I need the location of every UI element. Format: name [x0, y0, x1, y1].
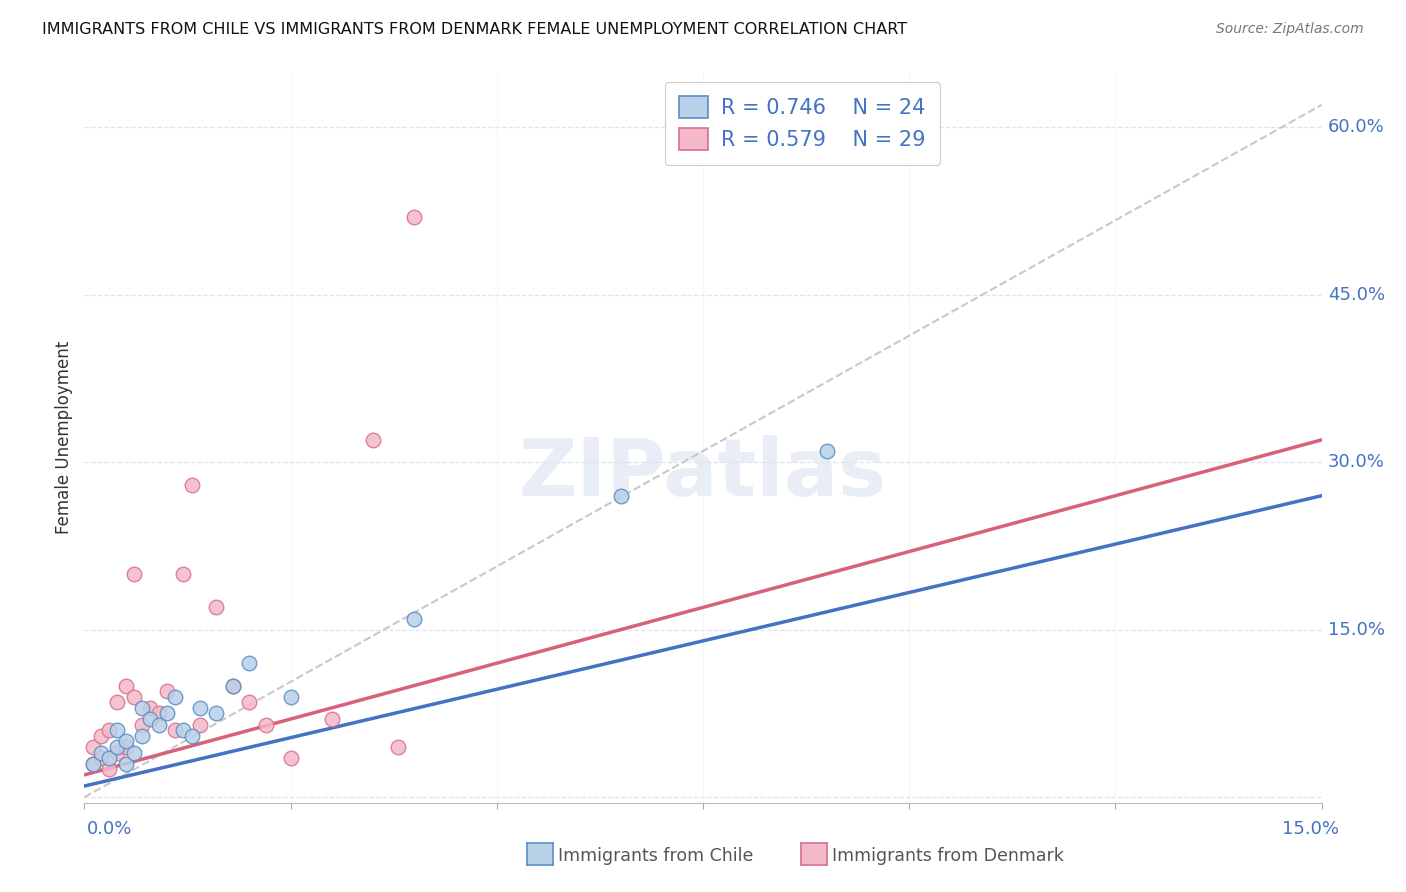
Point	[280, 690, 302, 704]
Point	[139, 712, 162, 726]
Point	[114, 734, 136, 748]
Point	[238, 657, 260, 671]
Point	[90, 746, 112, 760]
Point	[180, 729, 202, 743]
Text: ZIPatlas: ZIPatlas	[519, 434, 887, 513]
Point	[387, 739, 409, 754]
Point	[122, 690, 145, 704]
Point	[131, 701, 153, 715]
Point	[122, 746, 145, 760]
Point	[404, 210, 426, 224]
Text: 30.0%: 30.0%	[1327, 453, 1385, 471]
Point	[105, 746, 128, 760]
Point	[254, 717, 277, 731]
Point	[172, 566, 194, 581]
Point	[815, 444, 838, 458]
Point	[148, 706, 170, 721]
Text: 15.0%: 15.0%	[1281, 820, 1339, 838]
Point	[165, 690, 187, 704]
Point	[172, 723, 194, 738]
Point	[98, 751, 121, 765]
Point	[98, 723, 121, 738]
Point	[82, 756, 104, 771]
Point	[222, 679, 245, 693]
Point	[205, 706, 228, 721]
Point	[122, 566, 145, 581]
Text: Immigrants from Chile: Immigrants from Chile	[558, 847, 754, 865]
Point	[90, 729, 112, 743]
Point	[238, 695, 260, 709]
Point	[148, 717, 170, 731]
Point	[222, 679, 245, 693]
Point	[188, 717, 211, 731]
Point	[361, 433, 384, 447]
Point	[114, 679, 136, 693]
Point	[131, 717, 153, 731]
Text: Immigrants from Denmark: Immigrants from Denmark	[832, 847, 1064, 865]
Point	[98, 762, 121, 776]
Point	[609, 489, 631, 503]
Point	[404, 611, 426, 625]
Point	[156, 684, 179, 698]
Point	[105, 723, 128, 738]
Point	[90, 751, 112, 765]
Text: IMMIGRANTS FROM CHILE VS IMMIGRANTS FROM DENMARK FEMALE UNEMPLOYMENT CORRELATION: IMMIGRANTS FROM CHILE VS IMMIGRANTS FROM…	[42, 22, 907, 37]
Point	[82, 756, 104, 771]
Point	[131, 729, 153, 743]
Text: 45.0%: 45.0%	[1327, 285, 1385, 303]
Legend: R = 0.746    N = 24, R = 0.579    N = 29: R = 0.746 N = 24, R = 0.579 N = 29	[665, 82, 941, 165]
Y-axis label: Female Unemployment: Female Unemployment	[55, 341, 73, 533]
Text: 0.0%: 0.0%	[87, 820, 132, 838]
Point	[139, 701, 162, 715]
Text: 15.0%: 15.0%	[1327, 621, 1385, 639]
Text: 60.0%: 60.0%	[1327, 119, 1385, 136]
Point	[82, 739, 104, 754]
Point	[105, 739, 128, 754]
Point	[114, 756, 136, 771]
Text: Source: ZipAtlas.com: Source: ZipAtlas.com	[1216, 22, 1364, 37]
Point	[280, 751, 302, 765]
Point	[165, 723, 187, 738]
Point	[114, 739, 136, 754]
Point	[105, 695, 128, 709]
Point	[188, 701, 211, 715]
Point	[321, 712, 343, 726]
Point	[180, 477, 202, 491]
Point	[156, 706, 179, 721]
Point	[205, 600, 228, 615]
